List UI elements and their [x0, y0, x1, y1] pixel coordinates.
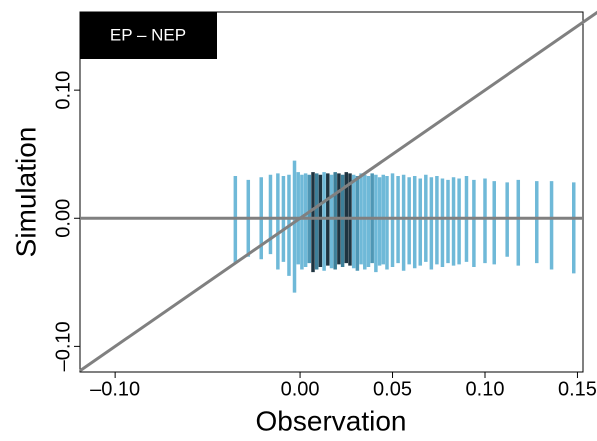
x-tick-label: 0.15 — [558, 378, 597, 400]
plot-frame — [79, 11, 584, 373]
y-tick-label: 0.00 — [52, 199, 74, 238]
x-tick-label: –0.10 — [90, 378, 140, 400]
identity-line — [79, 10, 597, 372]
x-tick-label: 0.00 — [281, 378, 320, 400]
panel-label: EP – NEP — [110, 25, 186, 44]
y-tick-label: 0.10 — [52, 71, 74, 110]
x-tick-label: 0.10 — [466, 378, 505, 400]
y-tick-label: –0.10 — [52, 321, 74, 371]
x-axis-title: Observation — [256, 405, 407, 436]
label-box — [80, 12, 217, 59]
x-tick-label: 0.05 — [373, 378, 412, 400]
y-axis-title: Simulation — [10, 127, 41, 258]
